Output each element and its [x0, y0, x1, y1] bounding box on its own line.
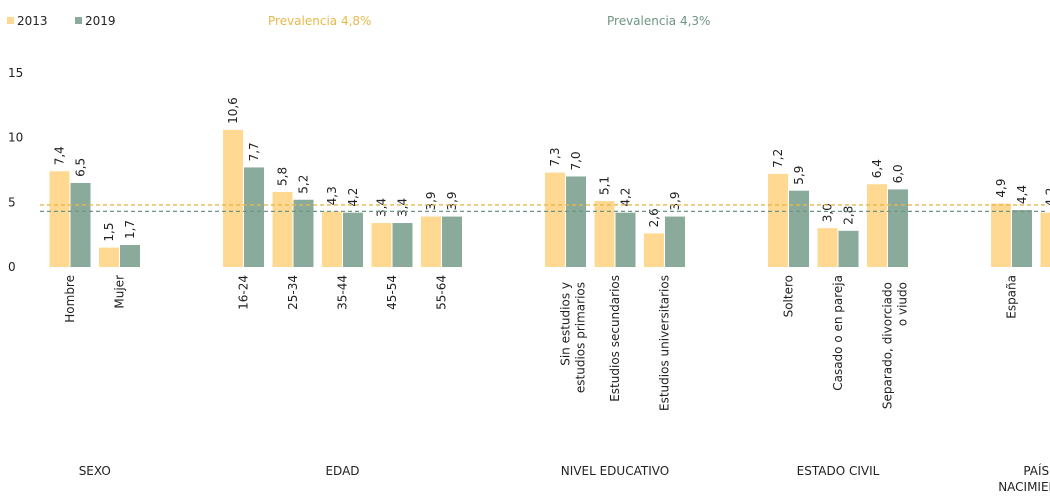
y-tick-label: 15 [8, 66, 23, 80]
y-tick-label: 5 [8, 195, 16, 209]
value-label: 4,2 [1044, 188, 1050, 207]
value-label: 3,4 [375, 198, 389, 217]
bar [665, 216, 685, 267]
bar [421, 216, 441, 267]
value-label: 1,5 [102, 223, 116, 242]
group-label: SEXO [79, 464, 111, 478]
value-label: 5,1 [598, 176, 612, 195]
value-label: 4,3 [325, 186, 339, 205]
value-label: 5,8 [276, 167, 290, 186]
bar [343, 212, 363, 267]
x-tick-label: España [1005, 275, 1019, 319]
x-tick-label: Sin estudios yestudios primarios [559, 282, 588, 393]
value-label: 3,4 [396, 198, 410, 217]
value-label: 3,9 [424, 191, 438, 210]
legend-label: 2013 [17, 14, 48, 28]
x-tick-label: Mujer [113, 275, 127, 309]
value-label: 7,4 [53, 146, 67, 165]
value-label: 6,0 [891, 164, 905, 183]
value-label: 7,7 [247, 142, 261, 161]
bar [991, 203, 1011, 267]
reference-label: Prevalencia 4,8% [268, 14, 371, 28]
bar [70, 182, 91, 267]
bar [49, 171, 70, 267]
value-label: 2,6 [647, 208, 661, 227]
bar [1040, 212, 1050, 267]
value-label: 4,2 [619, 188, 633, 207]
y-tick-label: 0 [8, 260, 16, 274]
value-label: 5,2 [297, 175, 311, 194]
value-label: 7,3 [548, 147, 562, 166]
value-label: 4,4 [1015, 185, 1029, 204]
x-tick-label: 16-24 [237, 275, 251, 310]
value-label: 6,5 [74, 158, 88, 177]
bar [293, 199, 314, 267]
bar [867, 184, 887, 267]
y-tick-label: 10 [8, 131, 23, 145]
legend-swatch [7, 17, 14, 24]
value-label: 3,9 [668, 191, 682, 210]
x-tick-label: 25-34 [286, 275, 300, 310]
bar [392, 223, 413, 267]
x-tick-label: 45-54 [385, 275, 399, 310]
bar [545, 172, 565, 267]
bar [1012, 210, 1032, 267]
value-label: 4,2 [346, 188, 360, 207]
bar [566, 176, 586, 267]
value-label: 10,6 [226, 97, 240, 124]
bar [594, 201, 615, 267]
bar [244, 167, 264, 267]
bar [371, 223, 392, 267]
value-label: 1,7 [123, 220, 137, 239]
value-label: 4,9 [994, 179, 1008, 198]
bar [615, 212, 636, 267]
x-tick-label: Hombre [63, 275, 77, 323]
bar [120, 245, 140, 267]
value-label: 2,8 [842, 206, 856, 225]
group-label: NIVEL EDUCATIVO [561, 464, 669, 478]
bar [789, 190, 809, 267]
group-label: EDAD [325, 464, 359, 478]
x-tick-label: Casado o en pareja [831, 275, 845, 391]
x-tick-label: Estudios secundarios [608, 275, 622, 402]
legend-label: 2019 [85, 14, 116, 28]
value-label: 3,9 [445, 191, 459, 210]
value-label: 7,0 [569, 151, 583, 170]
x-tick-label: Separado, divorciadoo viudo [881, 282, 910, 409]
bar [442, 216, 462, 267]
bar [272, 191, 293, 267]
group-label: ESTADO CIVIL [797, 464, 880, 478]
bar [99, 247, 119, 267]
bar [644, 233, 664, 267]
value-label: 5,9 [792, 166, 806, 185]
x-tick-label: 35-44 [336, 275, 350, 310]
bar [768, 173, 788, 267]
bar [223, 129, 243, 267]
value-label: 3,0 [821, 203, 835, 222]
x-tick-label: 55-64 [435, 275, 449, 310]
bar [322, 211, 342, 267]
value-label: 7,2 [771, 149, 785, 168]
bar [888, 189, 908, 267]
legend-swatch [75, 17, 82, 24]
bar [838, 230, 859, 267]
bar [817, 228, 838, 267]
reference-label: Prevalencia 4,3% [607, 14, 710, 28]
x-tick-label: Soltero [782, 275, 796, 317]
value-label: 6,4 [870, 159, 884, 178]
x-tick-label: Estudios universitarios [658, 275, 672, 411]
group-label: PAÍSNACIMIENTO [998, 463, 1050, 494]
